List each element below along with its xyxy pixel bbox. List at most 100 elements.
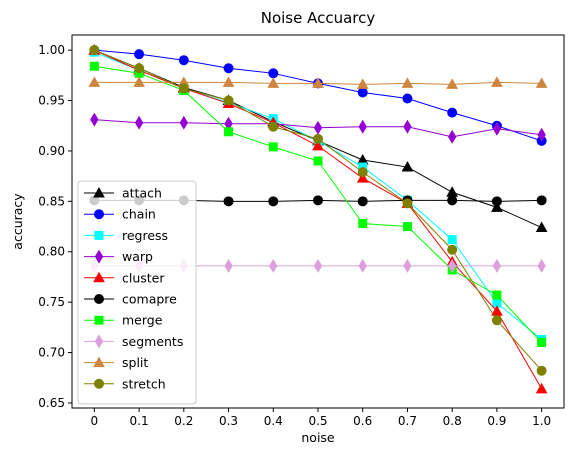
data-point-segments <box>403 258 412 273</box>
legend-entry-regress: regress <box>84 228 168 243</box>
legend-marker <box>94 315 104 325</box>
chart-title: Noise Accuarcy <box>261 9 376 27</box>
data-point-attach <box>401 161 414 172</box>
y-tick-label: 0.80 <box>38 245 65 259</box>
data-point-merge <box>537 337 547 347</box>
data-point-segments <box>358 258 367 273</box>
legend-label: cluster <box>122 270 165 285</box>
legend-label: attach <box>122 186 162 201</box>
legend-marker <box>93 271 105 283</box>
data-point-segments <box>447 258 457 273</box>
legend-entry-segments: segments <box>84 334 183 349</box>
data-point-chain <box>178 55 189 66</box>
data-point-split <box>446 78 459 89</box>
data-point-split <box>133 76 145 87</box>
data-point-stretch <box>402 198 413 209</box>
legend-marker <box>94 294 104 304</box>
y-tick-label: 0.85 <box>38 194 65 208</box>
data-point-cluster <box>312 139 324 151</box>
x-axis: 0 0.1 0.2 0.3 0.4 0.5 0.6 0.7 0.8 0.9 1.0 <box>91 408 551 428</box>
y-axis: 0.65 0.70 0.75 0.80 0.85 0.90 0.95 1.00 <box>38 43 72 410</box>
x-tick-label: 0.5 <box>308 414 327 428</box>
x-tick-label: 0.2 <box>174 414 193 428</box>
y-tick-label: 1.00 <box>38 43 65 57</box>
y-tick-label: 0.90 <box>38 144 65 158</box>
plot-area <box>88 44 548 394</box>
legend-marker <box>93 186 105 198</box>
data-point-stretch <box>134 63 145 74</box>
legend-label: merge <box>122 313 163 328</box>
y-tick-label: 0.70 <box>38 346 65 360</box>
y-tick-label: 0.75 <box>38 295 65 309</box>
legend-label: split <box>122 355 148 370</box>
legend-entry-stretch: stretch <box>84 376 166 391</box>
x-tick-label: 0.9 <box>487 414 506 428</box>
legend-label: chain <box>122 207 156 222</box>
legend-entry-cluster: cluster <box>84 270 165 285</box>
data-point-attach <box>491 201 503 212</box>
x-tick-label: 0.7 <box>398 414 417 428</box>
data-point-stretch <box>447 244 458 255</box>
data-point-stretch <box>178 83 189 94</box>
legend-marker <box>94 378 104 389</box>
data-point-comapre <box>447 195 458 206</box>
data-point-chain <box>402 93 413 104</box>
data-point-warp <box>313 120 323 135</box>
data-point-segments <box>492 258 502 273</box>
x-tick-label: 0.1 <box>130 414 149 428</box>
data-point-comapre <box>491 196 502 207</box>
data-point-comapre <box>223 196 234 207</box>
data-point-comapre <box>313 195 323 206</box>
data-point-stretch <box>313 133 323 144</box>
legend-box <box>77 180 197 405</box>
legend-marker <box>94 209 104 220</box>
data-point-warp <box>492 121 502 136</box>
data-point-chain <box>357 87 368 98</box>
legend-marker <box>94 249 104 264</box>
data-point-cluster <box>491 305 503 316</box>
legend-marker <box>93 356 105 368</box>
data-point-merge <box>492 290 502 300</box>
data-point-merge <box>313 156 323 166</box>
data-point-split <box>88 76 101 87</box>
legend-label: segments <box>122 334 183 349</box>
x-tick-label: 0.4 <box>264 414 283 428</box>
data-point-stretch <box>536 365 547 376</box>
data-point-chain <box>223 63 234 74</box>
data-point-split <box>535 77 548 88</box>
data-point-warp <box>134 115 144 130</box>
series-stretch <box>89 45 547 376</box>
series-merge <box>89 61 547 347</box>
legend-label: warp <box>122 249 153 264</box>
x-tick-label: 0.8 <box>443 414 462 428</box>
data-point-merge <box>268 142 278 152</box>
data-point-comapre <box>536 195 547 206</box>
data-point-regress <box>447 235 457 245</box>
data-point-stretch <box>357 167 368 178</box>
legend-entry-chain: chain <box>84 207 156 222</box>
data-point-comapre <box>268 196 279 207</box>
data-point-attach <box>535 221 548 233</box>
y-tick-label: 0.95 <box>38 94 65 108</box>
x-axis-title: noise <box>301 430 335 445</box>
y-tick-label: 0.65 <box>38 396 65 410</box>
data-point-segments <box>537 258 546 273</box>
data-point-split <box>312 77 324 88</box>
legend-label: regress <box>122 228 168 243</box>
data-point-segments <box>269 258 278 273</box>
data-point-split <box>401 77 414 88</box>
data-point-warp <box>447 129 457 144</box>
data-point-warp <box>179 115 189 130</box>
data-point-warp <box>358 119 367 134</box>
data-point-segments <box>224 258 233 273</box>
legend-entry-comapre: comapre <box>84 292 177 307</box>
data-point-split <box>267 77 280 88</box>
legend-marker <box>94 334 104 349</box>
data-point-stretch <box>89 45 100 56</box>
x-tick-label: 0 <box>91 414 99 428</box>
data-point-cluster <box>535 382 548 394</box>
data-point-split <box>222 76 235 87</box>
data-point-comapre <box>357 196 368 207</box>
data-point-warp <box>403 119 412 134</box>
